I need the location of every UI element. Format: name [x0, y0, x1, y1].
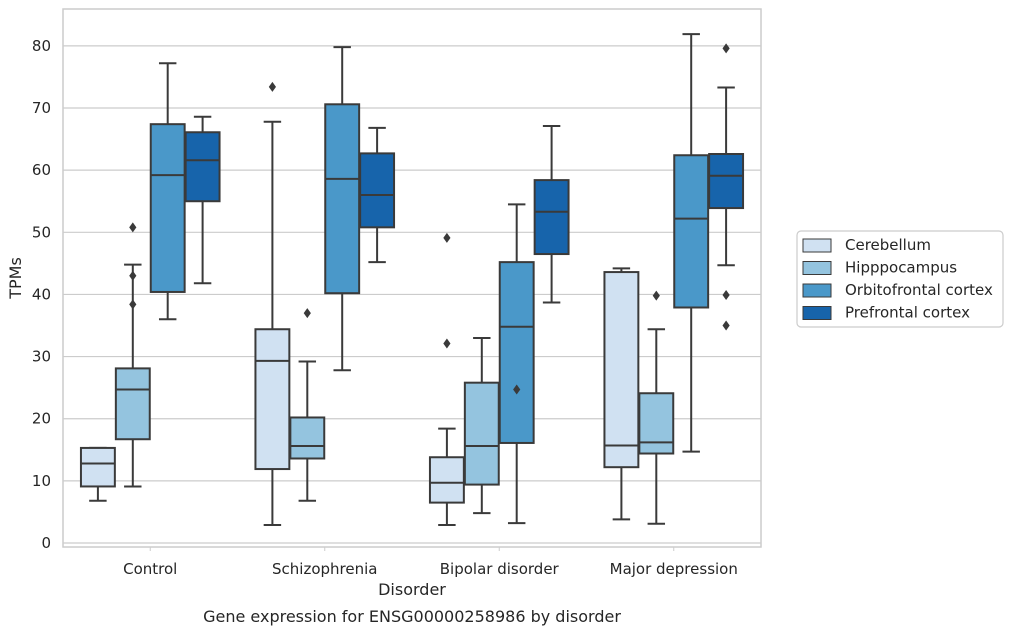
legend-swatch	[802, 261, 832, 275]
iqr-box	[498, 261, 535, 444]
y-tick-label: 40	[32, 285, 51, 303]
x-tick-label: Bipolar disorder	[440, 560, 560, 578]
iqr-box	[184, 131, 221, 203]
iqr-box	[533, 179, 570, 256]
legend-frame	[796, 230, 1004, 328]
box-orbitofrontal-cortex	[673, 33, 710, 453]
outlier-point	[722, 290, 730, 301]
legend-swatch	[802, 306, 832, 320]
box-prefrontal-cortex	[184, 115, 221, 285]
iqr-box	[79, 446, 116, 488]
outlier-point	[652, 290, 660, 301]
box-series	[79, 33, 745, 526]
box-cerebellum	[79, 446, 116, 502]
y-tick-label: 50	[32, 223, 51, 241]
y-tick-label: 20	[32, 410, 51, 428]
outlier-point	[129, 222, 137, 233]
chart-caption: Gene expression for ENSG00000258986 by d…	[203, 607, 621, 626]
plot-frame	[62, 8, 762, 548]
outlier-point	[129, 299, 137, 310]
box-hipppocampus	[638, 290, 675, 525]
iqr-box	[324, 103, 361, 295]
legend-label: Orbitofrontal cortex	[845, 281, 993, 299]
legend-label: Hipppocampus	[845, 259, 957, 277]
outlier-point	[303, 308, 311, 319]
iqr-box	[289, 416, 326, 460]
iqr-box	[673, 154, 710, 309]
iqr-box	[254, 328, 291, 471]
box-cerebellum	[428, 232, 465, 526]
outlier-point	[268, 81, 276, 92]
iqr-box	[114, 367, 151, 441]
y-axis-label: TPMs	[6, 257, 25, 300]
outlier-point	[513, 384, 521, 395]
x-tick-label: Schizophrenia	[272, 560, 377, 578]
legend: Cerebellum Hipppocampus Orbitofrontal cort…	[796, 230, 1004, 328]
y-tick-label: 10	[32, 472, 51, 490]
legend-swatch	[802, 283, 832, 298]
y-tick-label: 70	[32, 99, 51, 117]
box-prefrontal-cortex	[708, 43, 745, 331]
box-hipppocampus	[289, 308, 326, 502]
y-tick-labels: 0 10 20 30 40 50 60 70 80	[32, 37, 51, 552]
box-orbitofrontal-cortex	[498, 203, 535, 525]
iqr-box	[708, 153, 745, 210]
box-cerebellum	[254, 81, 291, 526]
x-tick-label: Control	[123, 560, 177, 578]
outlier-point	[722, 43, 730, 54]
y-tick-label: 80	[32, 37, 51, 55]
outlier-point	[443, 338, 451, 349]
outlier-point	[129, 270, 137, 281]
box-orbitofrontal-cortex	[149, 62, 186, 321]
box-prefrontal-cortex	[533, 125, 570, 304]
iqr-box	[603, 271, 640, 469]
box-orbitofrontal-cortex	[324, 46, 361, 372]
iqr-box	[638, 392, 675, 455]
y-tick-label: 60	[32, 161, 51, 179]
iqr-box	[359, 152, 396, 229]
y-gridlines	[63, 45, 761, 544]
x-tick-label: Major depression	[610, 560, 738, 578]
x-axis-label: Disorder	[378, 580, 446, 599]
y-tick-label: 0	[41, 534, 51, 552]
box-hipppocampus	[463, 336, 500, 515]
outlier-point	[722, 320, 730, 331]
iqr-box	[149, 123, 186, 293]
y-tick-label: 30	[32, 348, 51, 366]
legend-swatch	[802, 238, 832, 253]
iqr-box	[463, 381, 500, 486]
box-cerebellum	[603, 267, 640, 521]
outlier-point	[443, 232, 451, 243]
legend-label: Cerebellum	[845, 236, 931, 254]
x-tick-labels: Control Schizophrenia Bipolar disorder Majo…	[123, 547, 738, 578]
box-hipppocampus	[114, 222, 151, 488]
iqr-box	[428, 456, 465, 504]
box-prefrontal-cortex	[359, 126, 396, 264]
legend-label: Prefrontal cortex	[845, 304, 970, 322]
